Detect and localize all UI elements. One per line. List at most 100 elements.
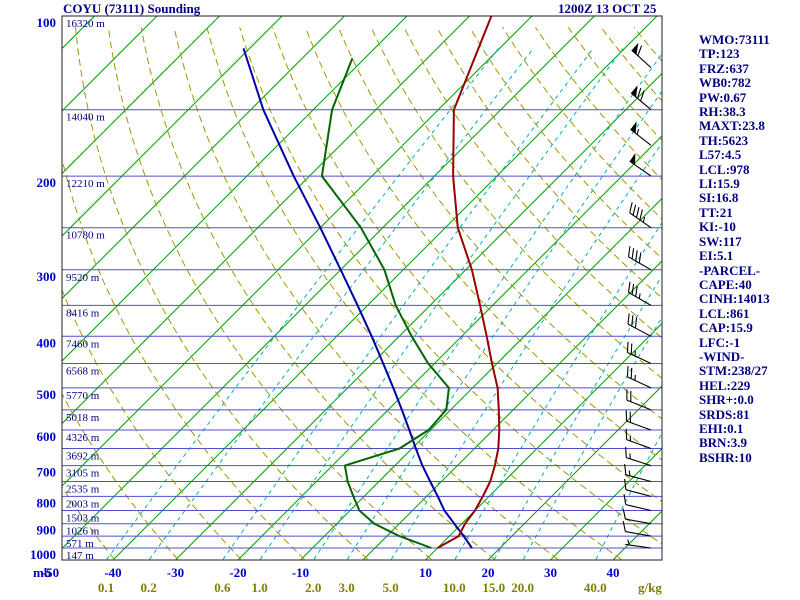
temp-tick-label: -30 xyxy=(167,565,184,580)
wind-barb-feather xyxy=(627,313,630,325)
stat-line: STM:238/27 xyxy=(699,363,768,379)
isotherm-line xyxy=(62,16,408,362)
dry-adiabat-line xyxy=(239,27,662,545)
stat-line: WMO:73111 xyxy=(699,32,770,47)
height-label: 14040 m xyxy=(66,112,105,124)
stat-line: LCL:861 xyxy=(699,305,750,321)
stat-line: SI:16.8 xyxy=(699,190,739,206)
wind-barb-feather xyxy=(629,202,633,213)
height-label: 9520 m xyxy=(66,272,100,284)
temp-tick-label: 10 xyxy=(419,565,432,580)
wind-barb-feather xyxy=(636,87,642,99)
wind-barb-feather xyxy=(623,493,627,505)
wind-barb-feather xyxy=(631,248,635,259)
height-label: 571 m xyxy=(66,538,94,550)
height-label: 147 m xyxy=(66,550,94,562)
stat-line: SW:117 xyxy=(699,233,742,249)
isotherm-line xyxy=(62,16,283,237)
wind-barb-feather xyxy=(627,281,631,293)
wind-barb-pennant xyxy=(631,42,639,55)
height-label: 8416 m xyxy=(66,307,100,319)
wind-barb-feather xyxy=(638,252,642,264)
height-label: 3692 m xyxy=(66,450,100,462)
wind-barb-staff xyxy=(627,352,652,364)
stat-line: SRDS:81 xyxy=(699,406,750,422)
height-label: 1026 m xyxy=(66,526,100,538)
wind-barb-feather xyxy=(630,343,633,355)
temp-tick-label: -20 xyxy=(229,565,246,580)
temp-tick-label: 20 xyxy=(482,565,495,580)
pressure-tick-label: 500 xyxy=(37,387,57,402)
wind-barb-pennant xyxy=(630,121,637,134)
height-label: 7460 m xyxy=(66,338,100,350)
stats-panel: WMO:73111 TP:123 FRZ:637 WB0:782 PW:0.67 RH:3… xyxy=(699,32,770,465)
mixing-ratio-line xyxy=(390,142,662,560)
wind-barb-half-feather xyxy=(638,293,641,299)
stat-line: RH:38.3 xyxy=(699,104,746,120)
mixing-ratio-label: 2.0 xyxy=(305,580,321,595)
wind-barb-staff xyxy=(629,212,652,229)
mixing-ratio-line xyxy=(522,316,662,560)
wind-barb-staff xyxy=(630,92,652,111)
wind-barb-staff xyxy=(628,291,652,306)
pressure-tick-label: 900 xyxy=(37,523,57,538)
stat-line: CAP:15.9 xyxy=(699,320,753,336)
stat-line: BRN:3.9 xyxy=(699,435,748,451)
wind-barb-staff xyxy=(628,256,652,271)
isotherm-line xyxy=(112,16,658,560)
isotherm-line xyxy=(362,260,662,560)
dry-adiabat-line xyxy=(173,27,559,560)
mixing-ratio-label: 40.0 xyxy=(584,580,607,595)
isotherm-line xyxy=(237,135,662,560)
wind-barb-feather xyxy=(640,90,645,102)
stat-line: HEL:229 xyxy=(699,377,751,393)
pressure-unit-label: mb xyxy=(33,565,51,580)
dry-adiabat-line xyxy=(206,27,622,560)
mixing-ratio-line xyxy=(259,48,624,560)
wind-barb-feather xyxy=(637,45,643,56)
wind-barb-feather xyxy=(625,446,627,458)
stat-line: LCL:978 xyxy=(699,161,750,177)
mixing-ratio-line xyxy=(454,221,662,560)
pressure-tick-label: 400 xyxy=(37,335,57,350)
height-label: 5770 m xyxy=(66,390,100,402)
pressure-tick-label: 100 xyxy=(37,15,57,30)
wind-barb-staff xyxy=(626,457,652,467)
height-label: 16320 m xyxy=(66,18,105,30)
stat-line: LFC:-1 xyxy=(699,334,741,350)
stat-line: -PARCEL- xyxy=(699,262,761,278)
wind-barb-feather xyxy=(632,204,637,216)
height-label: 1503 m xyxy=(66,512,100,524)
mixing-ratio-label: 1.0 xyxy=(251,580,267,595)
wind-barb-feather xyxy=(627,246,631,257)
wind-barb-feather xyxy=(622,508,626,520)
wind-barb-feather xyxy=(635,250,638,262)
temp-tick-label: 30 xyxy=(544,565,557,580)
mixing-ratio-line xyxy=(106,48,499,560)
dry-adiabat-line xyxy=(502,27,662,220)
parcel-trace xyxy=(242,47,473,549)
height-label: 5018 m xyxy=(66,412,100,424)
dry-adiabat-line xyxy=(304,27,662,461)
wind-barb-staff xyxy=(625,518,652,525)
dry-adiabat-line xyxy=(272,27,662,503)
station-title: COYU (73111) Sounding xyxy=(63,1,201,16)
mixing-ratio-label: 0.2 xyxy=(141,580,157,595)
height-label: 2535 m xyxy=(66,484,100,496)
wind-barb-staff xyxy=(626,439,652,450)
isotherm-line xyxy=(62,16,220,175)
height-label: 12210 m xyxy=(66,178,105,190)
stat-line: CINH:14013 xyxy=(699,291,770,307)
dry-adiabat-line xyxy=(140,27,495,560)
stat-line: WB0:782 xyxy=(699,75,751,91)
wind-barb-staff xyxy=(625,543,652,549)
wind-barb-feather xyxy=(631,283,635,295)
dry-adiabat-line xyxy=(436,27,662,299)
temp-tick-label: 40 xyxy=(607,565,620,580)
pressure-tick-label: 700 xyxy=(37,465,57,480)
mixing-ratio-line xyxy=(493,274,662,560)
mixing-ratio-label: 3.0 xyxy=(338,580,354,595)
stat-line: LI:15.9 xyxy=(699,176,740,192)
background-grid xyxy=(62,16,662,560)
temperature-trace xyxy=(437,16,501,549)
